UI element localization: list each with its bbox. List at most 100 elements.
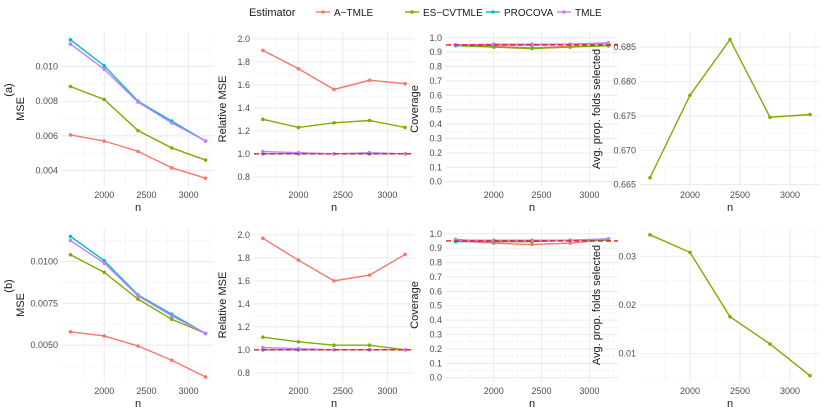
legend-label-tmle: TMLE [575, 8, 602, 19]
x-tick-label: 2000 [288, 190, 308, 200]
y-axis-label: MSE [15, 293, 27, 317]
data-point-tmle [261, 345, 265, 350]
data-point-es-cvtmle [808, 373, 812, 378]
data-point-tmle [203, 139, 208, 143]
data-point-es-cvtmle [367, 118, 372, 123]
y-tick-label: 0.006 [35, 131, 58, 141]
data-point-es-cvtmle [296, 339, 301, 344]
y-tick-label: 0.670 [613, 145, 636, 155]
series-line-es-cvtmle [649, 38, 811, 179]
data-point-es-cvtmle [169, 317, 174, 322]
panel-b-mse: 2000 2500 3000 0.0050 0.0075 0.0100 n MSE [15, 228, 214, 410]
x-axis-label: n [331, 202, 337, 214]
y-tick-label: 0.0050 [30, 340, 58, 350]
data-point-a-tmle [203, 375, 208, 379]
data-point-es-cvtmle [332, 343, 336, 348]
data-point-es-cvtmle [102, 270, 107, 275]
x-axis-label: n [135, 398, 141, 410]
y-tick-label: 0.685 [613, 42, 636, 52]
series-line-a-tmle [70, 134, 206, 179]
y-tick-label: 0.2 [429, 148, 442, 158]
x-axis-label: n [727, 398, 733, 410]
panel-b-relative-mse: 2000 2500 3000 0.8 1.0 1.2 1.4 1.6 1.8 2.0 n Relati… [217, 228, 414, 410]
y-tick-label: 1.0 [429, 229, 442, 239]
data-point-es-cvtmle [403, 125, 407, 130]
x-axis-label: n [331, 398, 337, 410]
y-axis-label: MSE [15, 97, 27, 121]
legend-entry-a-tmle: A−TMLE [316, 8, 374, 19]
data-point-procova [102, 63, 107, 68]
y-tick-label: 1.2 [237, 126, 250, 136]
data-point-es-cvtmle [688, 250, 692, 255]
y-tick-label: 0.9 [429, 47, 442, 57]
data-point-tmle [403, 152, 407, 156]
y-tick-label: 0.6 [429, 286, 442, 296]
y-tick-label: 0.0100 [30, 256, 58, 266]
panel-a-avg-prop-folds-selected: 2000 2500 3000 0.665 0.670 0.675 0.680 0.685 n Av… [591, 32, 820, 214]
series-line-tmle [70, 239, 206, 335]
data-point-tmle [102, 261, 107, 265]
data-point-es-cvtmle [261, 335, 265, 339]
x-tick-label: 2500 [333, 190, 353, 200]
x-tick-label: 2500 [532, 190, 552, 200]
x-tick-label: 2500 [730, 190, 750, 200]
y-tick-label: 0.0 [429, 177, 442, 187]
data-point-a-tmle [102, 139, 107, 143]
y-tick-label: 1.4 [237, 299, 250, 309]
y-tick-label: 0.5 [429, 105, 442, 115]
data-point-a-tmle [102, 334, 107, 338]
x-tick-label: 2000 [680, 386, 700, 396]
x-tick-label: 2000 [484, 190, 504, 200]
y-tick-label: 0.3 [429, 330, 442, 340]
data-point-a-tmle [367, 273, 372, 277]
data-point-tmle [169, 314, 174, 318]
x-tick-label: 2500 [532, 386, 552, 396]
legend-entry-es-cvtmle: ES−CVTMLE [405, 8, 483, 19]
y-axis-label: Coverage [409, 85, 421, 133]
y-tick-label: 2.0 [237, 34, 250, 44]
legend-key-dot-tmle [562, 10, 566, 14]
y-tick-label: 0.7 [429, 272, 442, 282]
y-tick-label: 1.0 [237, 345, 250, 355]
data-point-a-tmle [169, 166, 174, 170]
legend-label-es-cvtmle: ES−CVTMLE [423, 8, 483, 19]
legend-key-dot-procova [491, 10, 495, 14]
series-line-procova [70, 235, 206, 335]
data-point-tmle [261, 149, 265, 154]
y-axis-label: Relative MSE [217, 76, 229, 143]
x-tick-label: 2000 [94, 190, 114, 200]
data-point-es-cvtmle [728, 314, 732, 319]
y-tick-label: 0.010 [35, 62, 58, 72]
data-point-a-tmle [332, 87, 336, 92]
data-point-es-cvtmle [136, 297, 140, 301]
y-axis-label: Avg. prop. folds selected [591, 49, 603, 169]
series-line-a-tmle [70, 331, 206, 378]
x-tick-label: 2500 [730, 386, 750, 396]
data-point-es-cvtmle [332, 120, 336, 125]
series-line-procova [70, 39, 206, 142]
x-tick-label: 3000 [780, 386, 800, 396]
x-tick-label: 3000 [179, 190, 199, 200]
series-line-tmle [70, 43, 206, 142]
data-point-a-tmle [261, 236, 265, 241]
x-tick-label: 3000 [377, 386, 397, 396]
data-point-a-tmle [403, 252, 407, 257]
data-point-a-tmle [68, 133, 73, 137]
x-tick-label: 3000 [579, 190, 599, 200]
y-tick-label: 0.680 [613, 77, 636, 87]
y-axis-label: Relative MSE [217, 272, 229, 339]
row-label-b: (b) [3, 279, 15, 292]
x-axis-label: n [529, 398, 535, 410]
data-point-tmle [136, 100, 140, 104]
y-tick-label: 1.4 [237, 103, 250, 113]
data-point-a-tmle [296, 258, 301, 262]
x-tick-label: 2000 [484, 386, 504, 396]
panel-b-avg-prop-folds-selected: 2000 2500 3000 0.01 0.02 0.03 n Avg. prop. fold… [591, 228, 820, 410]
data-point-tmle [68, 238, 73, 243]
data-point-tmle [102, 67, 107, 72]
x-tick-label: 2500 [333, 386, 353, 396]
x-tick-label: 2000 [680, 190, 700, 200]
data-point-tmle [530, 42, 534, 47]
y-tick-label: 0.004 [35, 165, 58, 175]
legend-entry-tmle: TMLE [557, 8, 602, 19]
